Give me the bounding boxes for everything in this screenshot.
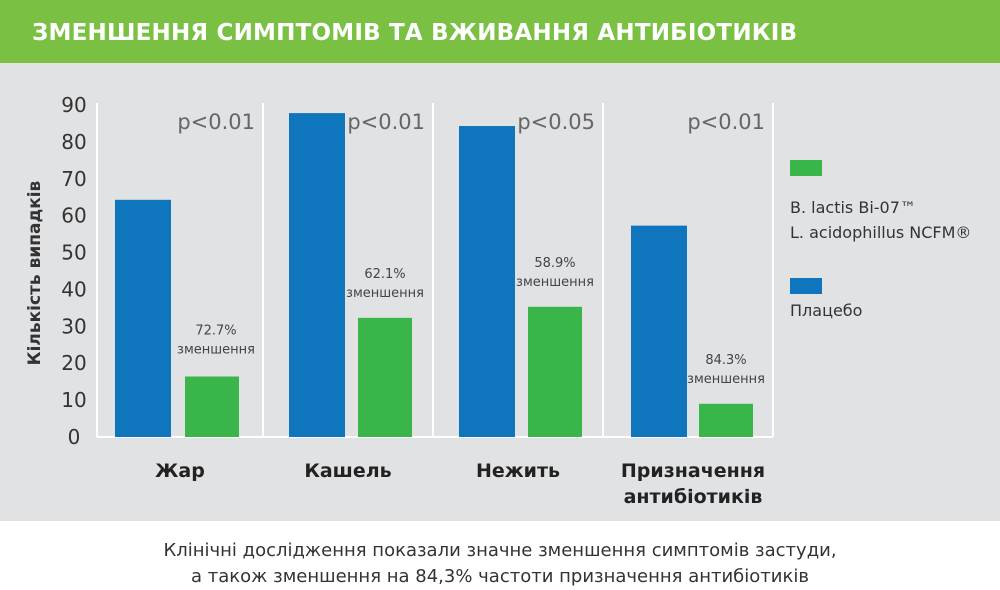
bar-probiotic xyxy=(358,317,412,437)
y-tick-label: 10 xyxy=(61,388,86,412)
y-axis-label: Кількість випадків xyxy=(25,180,45,365)
footer-line-2: а також зменшення на 84,3% частоти призн… xyxy=(191,566,809,587)
legend-label-probiotic: B. lactis Bi-07™ L. acidophillus NCFM® xyxy=(790,195,971,245)
bar-probiotic xyxy=(185,376,239,437)
reduction-annotation: 62.1% xyxy=(364,267,405,282)
reduction-annotation: зменшення xyxy=(346,286,424,301)
bar-placebo xyxy=(631,225,687,437)
reduction-annotation: 72.7% xyxy=(195,324,236,339)
y-tick-label: 90 xyxy=(61,93,86,117)
bar-probiotic xyxy=(528,306,582,437)
p-value-label: p<0.01 xyxy=(347,110,425,134)
bar-placebo xyxy=(459,126,515,437)
p-value-label: p<0.01 xyxy=(687,110,765,134)
y-tick-label: 20 xyxy=(61,351,86,375)
footer-caption: Клінічні дослідження показали значне зме… xyxy=(0,521,1000,590)
y-tick-label: 50 xyxy=(61,241,86,265)
bar-placebo xyxy=(289,113,345,438)
x-tick-label: Жар xyxy=(155,460,205,482)
legend-line-2: L. acidophillus NCFM® xyxy=(790,223,972,242)
reduction-annotation: зменшення xyxy=(687,372,765,387)
bar-placebo xyxy=(115,199,171,437)
footer-line-1: Клінічні дослідження показали значне зме… xyxy=(163,540,837,561)
y-tick-label: 0 xyxy=(68,425,81,449)
y-tick-label: 70 xyxy=(61,167,86,191)
legend-swatch-blue xyxy=(790,278,822,294)
chart-title: ЗМЕНШЕННЯ СИМПТОМІВ ТА ВЖИВАННЯ АНТИБІОТ… xyxy=(0,0,1000,63)
reduction-annotation: 84.3% xyxy=(705,353,746,368)
p-value-label: p<0.01 xyxy=(177,110,255,134)
x-tick-label: Призначення xyxy=(621,460,765,482)
legend-line-1: B. lactis Bi-07™ xyxy=(790,198,916,217)
reduction-annotation: 58.9% xyxy=(534,256,575,271)
y-tick-label: 40 xyxy=(61,277,86,301)
bar-chart: 0 10 20 30 40 50 60 70 80 90 Кількість випадків Жар… xyxy=(25,93,774,508)
y-tick-label: 60 xyxy=(61,204,86,228)
reduction-annotation: зменшення xyxy=(516,275,594,290)
y-tick-label: 80 xyxy=(61,130,86,154)
p-value-label: p<0.05 xyxy=(517,110,595,134)
x-tick-label: Нежить xyxy=(476,460,560,482)
reduction-annotation: зменшення xyxy=(177,343,255,358)
bar-probiotic xyxy=(699,403,753,437)
legend-label-placebo: Плацебо xyxy=(790,301,863,320)
x-tick-label: Кашель xyxy=(304,460,391,482)
x-tick-label: антибіотиків xyxy=(624,486,763,508)
y-tick-label: 30 xyxy=(61,314,86,338)
legend-swatch-green xyxy=(790,160,822,176)
